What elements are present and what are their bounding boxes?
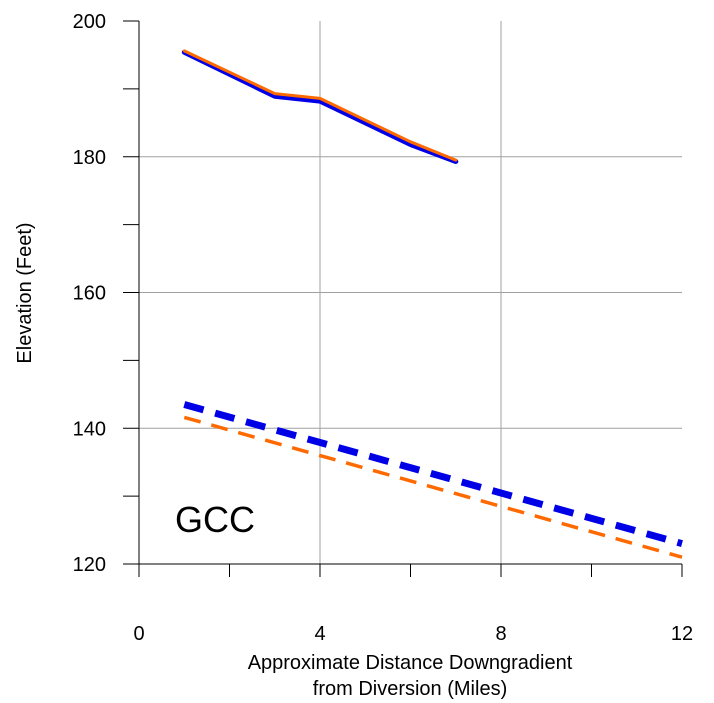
series-line-4 [183,415,683,559]
y-axis-label: Elevation (Feet) [14,222,36,363]
x-tick-label-12: 12 [671,623,693,645]
annotation-gcc: GCC [175,499,255,540]
y-tick-label-120: 120 [73,554,106,576]
y-tick-label-140: 140 [73,418,106,440]
grid [139,21,682,564]
x-tick-label-8: 8 [495,623,506,645]
x-tick-label-0: 0 [133,623,144,645]
series-line-3 [183,401,683,547]
x-tick-label-4: 4 [314,623,325,645]
y-tick-label-200: 200 [73,11,106,33]
series-group [181,49,683,559]
axes: 120 140 160 180 200 0 4 8 12 [73,11,694,645]
series-line-1 [181,49,459,164]
series-line-2 [182,49,458,162]
y-tick-label-160: 160 [73,283,106,305]
labels: GCC Elevation (Feet) Approximate Distanc… [14,222,573,700]
x-axis-label-line2: from Diversion (Miles) [313,678,507,700]
y-tick-label-180: 180 [73,147,106,169]
x-axis-label-line1: Approximate Distance Downgradient [248,652,573,674]
